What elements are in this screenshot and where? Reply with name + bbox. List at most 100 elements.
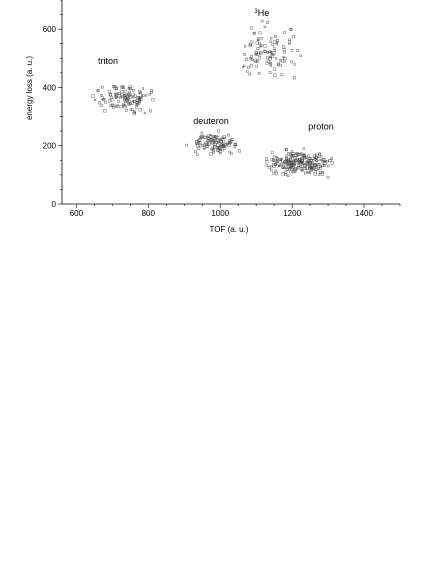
- data-point-proton: [302, 156, 306, 160]
- data-point-3He: [245, 57, 248, 61]
- x-tick-label: 1200: [283, 209, 301, 218]
- data-point-deuteron: [220, 143, 224, 148]
- data-point-proton: [291, 152, 295, 156]
- data-point-proton: [281, 165, 285, 169]
- data-point-proton: [308, 171, 312, 175]
- data-point-3He: [288, 42, 291, 46]
- data-point-3He: [282, 47, 286, 51]
- data-point-proton: [292, 154, 295, 158]
- data-point-deuteron: [222, 144, 225, 147]
- data-point-deuteron: [238, 149, 241, 153]
- data-point-proton: [292, 166, 295, 169]
- data-point-proton: [290, 150, 294, 153]
- data-point-triton: [113, 85, 116, 88]
- data-point-triton: [99, 103, 103, 107]
- data-point-triton: [122, 98, 126, 102]
- data-point-3He: [249, 56, 252, 60]
- label-he3-superscript: 3: [254, 9, 258, 15]
- data-point-proton: [317, 155, 320, 158]
- data-point-triton: [123, 89, 127, 93]
- data-point-3He: [269, 56, 272, 59]
- data-point-3He: [254, 59, 258, 63]
- data-point-triton: [94, 99, 97, 102]
- scatter-points: [91, 19, 334, 179]
- label-deuteron: deuteron: [193, 116, 229, 126]
- data-point-proton: [306, 156, 309, 159]
- data-point-3He: [256, 47, 260, 50]
- data-point-3He: [269, 51, 273, 54]
- data-point-proton: [284, 170, 288, 174]
- data-point-triton: [114, 92, 118, 96]
- data-point-3He: [247, 65, 250, 69]
- data-point-3He: [266, 59, 270, 63]
- label-he3-text: He: [258, 8, 270, 18]
- data-point-triton: [133, 112, 137, 115]
- data-point-triton: [120, 92, 124, 96]
- data-point-3He: [290, 28, 293, 31]
- data-point-3He: [258, 31, 262, 35]
- data-point-proton: [273, 155, 276, 158]
- data-point-3He: [269, 61, 272, 65]
- data-point-triton: [112, 106, 115, 109]
- data-point-3He: [270, 64, 273, 67]
- data-point-proton: [299, 165, 302, 168]
- data-point-deuteron: [200, 131, 204, 135]
- data-point-proton: [292, 162, 295, 166]
- data-point-triton: [150, 91, 153, 94]
- data-point-3He: [249, 64, 253, 68]
- data-point-proton: [295, 151, 299, 155]
- data-point-triton: [128, 94, 131, 97]
- data-point-3He: [290, 49, 294, 52]
- data-point-3He: [263, 44, 267, 48]
- data-point-triton: [119, 96, 122, 99]
- data-point-deuteron: [223, 136, 226, 140]
- data-point-triton: [115, 87, 118, 91]
- data-point-deuteron: [195, 153, 199, 157]
- data-point-3He: [257, 56, 261, 60]
- data-point-triton: [138, 98, 141, 102]
- data-point-3He: [260, 37, 264, 40]
- data-point-deuteron: [230, 138, 234, 141]
- data-point-proton: [283, 160, 287, 164]
- data-point-proton: [321, 171, 325, 175]
- y-axis-label: energy loss (a. u.): [25, 56, 34, 120]
- data-point-triton: [139, 90, 142, 94]
- data-point-3He: [249, 42, 252, 46]
- data-point-3He: [258, 42, 261, 45]
- data-point-proton: [310, 158, 313, 162]
- data-point-triton: [132, 89, 135, 92]
- data-point-3He: [250, 55, 253, 59]
- data-point-3He: [299, 54, 302, 57]
- data-point-proton: [300, 157, 304, 160]
- data-point-3He: [266, 51, 270, 54]
- data-point-proton: [317, 162, 321, 166]
- data-point-3He: [260, 19, 264, 23]
- data-point-proton: [294, 153, 298, 157]
- data-point-triton: [119, 105, 123, 109]
- data-point-deuteron: [210, 147, 214, 150]
- data-point-3He: [260, 44, 263, 47]
- data-point-proton: [322, 158, 325, 161]
- data-point-proton: [270, 158, 274, 162]
- data-point-triton: [96, 89, 99, 92]
- data-point-proton: [317, 163, 320, 166]
- data-point-triton: [100, 96, 104, 100]
- data-point-deuteron: [205, 145, 209, 149]
- data-point-proton: [314, 158, 317, 161]
- label-he3: 3He: [254, 8, 269, 18]
- data-point-triton: [117, 99, 120, 103]
- data-point-3He: [266, 20, 269, 24]
- data-point-3He: [266, 56, 269, 60]
- data-point-proton: [328, 158, 332, 163]
- data-point-triton: [122, 102, 125, 106]
- data-point-3He: [280, 59, 284, 63]
- data-point-triton: [149, 109, 152, 113]
- data-point-deuteron: [194, 150, 197, 154]
- data-point-triton: [123, 94, 126, 97]
- data-point-triton: [100, 94, 103, 97]
- data-point-3He: [259, 44, 262, 48]
- data-point-proton: [307, 158, 311, 162]
- data-point-triton: [121, 95, 124, 99]
- data-point-proton: [290, 164, 293, 167]
- data-point-proton: [313, 154, 317, 158]
